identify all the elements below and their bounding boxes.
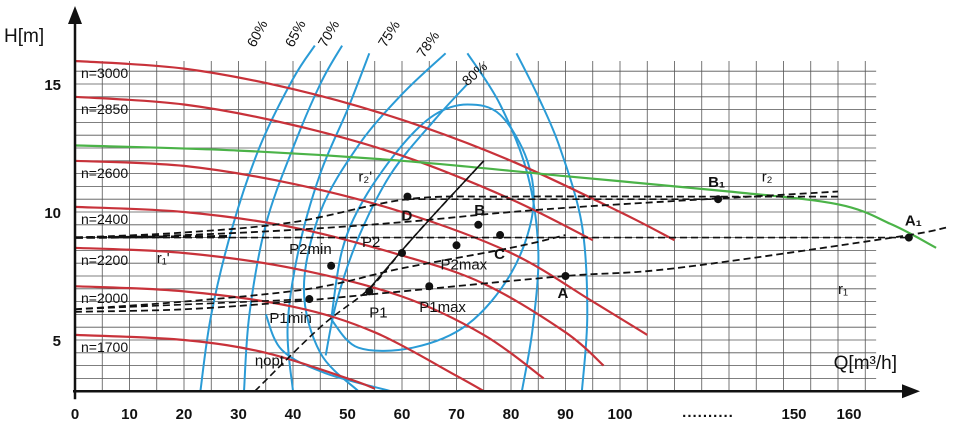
operating-point: [714, 195, 723, 204]
resistance-curves: [74, 160, 948, 392]
efficiency-label: 78%: [413, 28, 442, 60]
speed-curve: [74, 95, 594, 242]
operating-point: [452, 241, 461, 250]
operating-point: [474, 220, 483, 229]
operating-point: [365, 287, 374, 296]
x-tick-label: 30: [230, 406, 247, 423]
operating-point-label: P1: [369, 304, 387, 321]
speed-curve-label: n=2200: [81, 252, 128, 268]
efficiency-curve: [330, 103, 535, 352]
speed-curves: n=3000 n=2850 n=2600 n=2400 n=2200 n=2000 n=17…: [74, 59, 676, 393]
efficiency-curve: [199, 45, 316, 392]
operating-point-label: A: [558, 285, 569, 302]
operating-point-label: P2max: [441, 256, 488, 273]
x-tick-label: 70: [448, 406, 465, 423]
efficiency-label: 65%: [282, 17, 309, 49]
operating-point-label: B₁: [708, 174, 725, 191]
efficiency-label: 60%: [243, 17, 270, 49]
x-tick-label: 80: [503, 406, 520, 423]
efficiency-curve: [466, 52, 540, 392]
system-curve-line: [74, 144, 937, 249]
operating-point-label: P1min: [269, 310, 312, 327]
operating-point-label: A₁: [905, 213, 922, 230]
speed-curve: [74, 246, 545, 380]
efficiency-label: 75%: [375, 17, 403, 49]
resistance-curve: [74, 226, 948, 313]
x-axis-arrow: [902, 384, 920, 399]
operating-point-label: P2min: [289, 241, 332, 258]
speed-curve-label: n=2000: [81, 290, 128, 306]
operating-point-label: B: [474, 202, 485, 219]
operating-point-label: C: [494, 246, 505, 263]
x-tick-label: 20: [176, 406, 193, 423]
system-curve: [74, 144, 937, 249]
resistance-curve: [74, 195, 838, 239]
x-tick-label: 40: [285, 406, 302, 423]
operating-point: [327, 261, 336, 270]
operating-point: [561, 272, 570, 280]
operating-point: [496, 231, 505, 240]
speed-curve: [74, 333, 376, 390]
x-tick-label: 90: [557, 406, 574, 423]
x-tick-label: 150: [781, 406, 806, 423]
speed-curve: [74, 59, 676, 242]
y-tick-label: 5: [53, 333, 61, 350]
efficiency-label: 70%: [314, 17, 342, 49]
speed-curve-label: n=3000: [81, 65, 128, 81]
operating-point: [425, 282, 434, 291]
resistance-curve-label: r₁: [838, 281, 848, 298]
y-axis-label: H[m]: [4, 26, 44, 47]
efficiency-curve: [515, 52, 589, 392]
resistance-curve-label: r₁': [157, 250, 170, 267]
resistance-curve: [74, 234, 566, 311]
x-axis-label: Q[m³/h]: [834, 353, 897, 374]
operating-point-label: P2: [362, 234, 380, 251]
grid: [74, 60, 877, 392]
resistance-curve: [74, 190, 839, 239]
speed-curve: [74, 285, 485, 393]
x-tick-label: 100: [607, 406, 632, 423]
efficiency-curve: [302, 52, 447, 392]
eta-opt-line-solid: [368, 160, 485, 290]
operating-point-label: D: [401, 208, 412, 225]
speed-curve: [74, 205, 605, 367]
eta-opt-label: ηopt: [255, 353, 285, 370]
x-tick-label: 50: [339, 406, 356, 423]
y-tick-label: 10: [44, 205, 61, 222]
efficiency-contours: 60% 65% 70% 75% 78%80%: [199, 17, 589, 393]
resistance-curve-label: r₂': [358, 168, 372, 185]
x-tick-label: 10: [121, 406, 138, 423]
x-tick-label: 0: [71, 406, 79, 423]
operating-point: [904, 233, 913, 242]
speed-curve-label: n=2850: [81, 101, 128, 117]
speed-curve-label: n=2600: [81, 165, 128, 181]
x-axis-break: ..........: [682, 404, 734, 421]
operating-point: [305, 295, 314, 304]
x-tick-label: 160: [836, 406, 861, 423]
y-tick-label: 15: [44, 77, 61, 94]
y-axis-arrow: [68, 6, 82, 24]
operating-point-label: P1max: [419, 299, 466, 316]
operating-point: [398, 248, 406, 257]
axes: 0 10 20 30 40 50 60 70 80 90 100 150 160.......... 5 1…: [4, 6, 920, 423]
operating-points: [305, 192, 913, 304]
speed-curve-label: n=2400: [81, 211, 128, 227]
resistance-curve-label: r₂: [762, 168, 773, 185]
speed-curve: [74, 159, 648, 336]
labels: A A₁ B B₁ C D P1 P1min P1max P2 P2min P2max r₂ r₂' r₁ r…: [157, 168, 922, 369]
efficiency-curve: [243, 45, 343, 392]
level-line-lower: [74, 298, 310, 311]
operating-point: [403, 192, 412, 201]
speed-curve-label: n=1700: [81, 339, 128, 355]
x-tick-label: 60: [394, 406, 411, 423]
efficiency-curve: [286, 52, 371, 392]
